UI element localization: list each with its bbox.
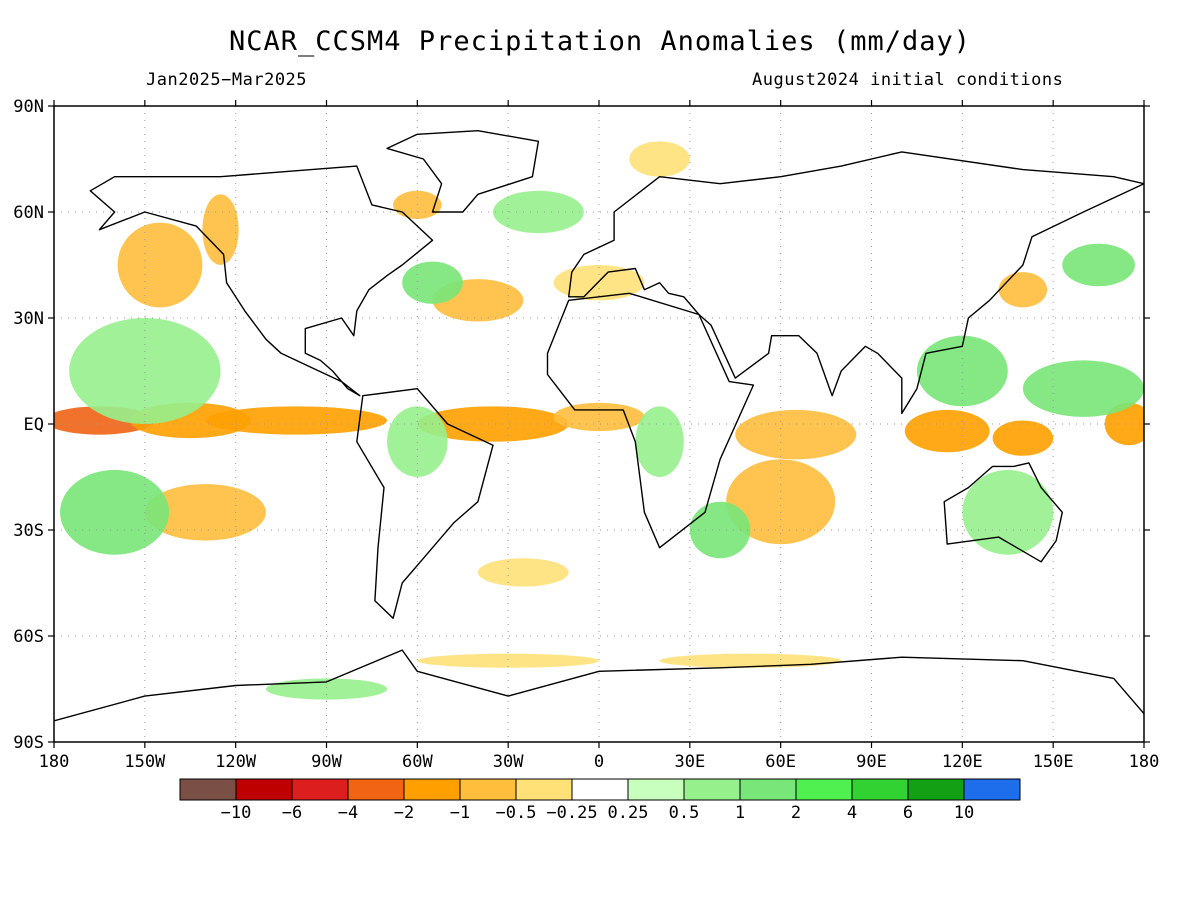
- colorbar-label: 6: [903, 803, 913, 823]
- colorbar-label: −4: [338, 803, 358, 823]
- anomaly-region: [477, 558, 569, 587]
- colorbar-swatch: [739, 778, 797, 801]
- anomaly-region: [417, 653, 599, 668]
- coastline-eurasia: [568, 151, 1144, 415]
- anomaly-region: [962, 469, 1054, 555]
- colorbar-swatch: [795, 778, 853, 801]
- lat-tick-label: 90N: [13, 97, 44, 117]
- lon-tick-label: 150E: [1033, 752, 1074, 772]
- anomaly-region: [553, 265, 645, 301]
- lon-tick-label: 120W: [215, 752, 257, 772]
- colorbar-swatch: [571, 778, 629, 801]
- lat-tick-label: 60S: [13, 627, 44, 647]
- anomaly-region: [904, 409, 990, 453]
- colorbar-label: −1: [450, 803, 470, 823]
- lat-tick-label: 60N: [13, 203, 44, 223]
- anomaly-region: [689, 501, 751, 559]
- colorbar-swatch: [179, 778, 237, 801]
- colorbar-label: −6: [282, 803, 302, 823]
- coastline-north-america: [89, 165, 434, 397]
- colorbar-swatch: [403, 778, 461, 801]
- anomaly-region: [916, 335, 1008, 407]
- colorbar-label: 0.5: [669, 803, 700, 823]
- colorbar: −10 −6 −4 −2 −1 −0.5 −0.25 0.25 0.5 1 2 4 6 10: [179, 778, 1021, 823]
- anomaly-region: [69, 318, 221, 424]
- coastline-africa: [546, 292, 755, 549]
- colorbar-label: 0.25: [608, 803, 649, 823]
- anomaly-region: [1062, 243, 1135, 287]
- colorbar-swatch: [291, 778, 349, 801]
- anomaly-region: [659, 653, 842, 668]
- colorbar-label: −0.25: [546, 803, 597, 823]
- coastline-australia: [943, 462, 1063, 563]
- anomaly-region: [629, 141, 690, 177]
- colorbar-swatch: [347, 778, 405, 801]
- anomaly-region: [387, 406, 448, 477]
- lon-tick-label: 30W: [493, 752, 524, 772]
- anomaly-region: [493, 190, 584, 234]
- anomaly-region: [1022, 360, 1144, 417]
- anomaly-region: [1104, 402, 1144, 446]
- colorbar-label: −2: [394, 803, 414, 823]
- anomaly-region: [735, 409, 857, 460]
- lat-tick-label: EQ: [24, 415, 44, 435]
- lon-tick-label: 150W: [124, 752, 166, 772]
- colorbar-label: −0.5: [496, 803, 537, 823]
- lon-tick-label: 60W: [402, 752, 433, 772]
- forecast-period: Jan2025−Mar2025: [146, 70, 308, 90]
- colorbar-label: −10: [221, 803, 252, 823]
- lon-tick-label: 90W: [311, 752, 342, 772]
- anomaly-region: [635, 406, 684, 477]
- lon-tick-label: 0: [594, 752, 604, 772]
- colorbar-swatch: [459, 778, 517, 801]
- lon-tick-label: 120E: [942, 752, 983, 772]
- anomaly-region: [726, 459, 836, 545]
- colorbar-swatch: [235, 778, 293, 801]
- lon-tick-label: 180: [1129, 752, 1160, 772]
- colorbar-swatch: [907, 778, 965, 801]
- anomaly-region: [117, 222, 203, 308]
- coastline-antarctica: [54, 649, 1144, 722]
- anomaly-region: [417, 406, 569, 442]
- anomaly-region: [402, 261, 463, 304]
- lon-tick-label: 90E: [856, 752, 887, 772]
- lat-tick-label: 30N: [13, 309, 44, 329]
- lat-tick-label: 30S: [13, 521, 44, 541]
- coastline-south-america: [356, 388, 494, 619]
- anomaly-region: [205, 406, 388, 435]
- anomaly-region: [998, 272, 1048, 308]
- colorbar-label: 10: [954, 803, 974, 823]
- coastlines: [54, 130, 1144, 722]
- colorbar-label: 4: [847, 803, 857, 823]
- colorbar-label: 2: [791, 803, 801, 823]
- lon-tick-label: 180: [39, 752, 70, 772]
- colorbar-swatch: [851, 778, 909, 801]
- colorbar-swatch: [515, 778, 573, 801]
- anomaly-region: [60, 469, 170, 555]
- colorbar-swatch: [963, 778, 1021, 801]
- colorbar-swatch: [627, 778, 685, 801]
- map-title: NCAR_CCSM4 Precipitation Anomalies (mm/d…: [229, 26, 971, 57]
- lat-tick-label: 90S: [13, 733, 44, 753]
- colorbar-swatch: [683, 778, 741, 801]
- anomaly-region: [992, 420, 1054, 456]
- colorbar-label: 1: [735, 803, 745, 823]
- lon-tick-label: 60E: [765, 752, 796, 772]
- lon-tick-label: 30E: [674, 752, 705, 772]
- initial-conditions: August2024 initial conditions: [752, 70, 1064, 90]
- coastline-greenland: [386, 130, 540, 213]
- anomaly-region: [202, 194, 239, 265]
